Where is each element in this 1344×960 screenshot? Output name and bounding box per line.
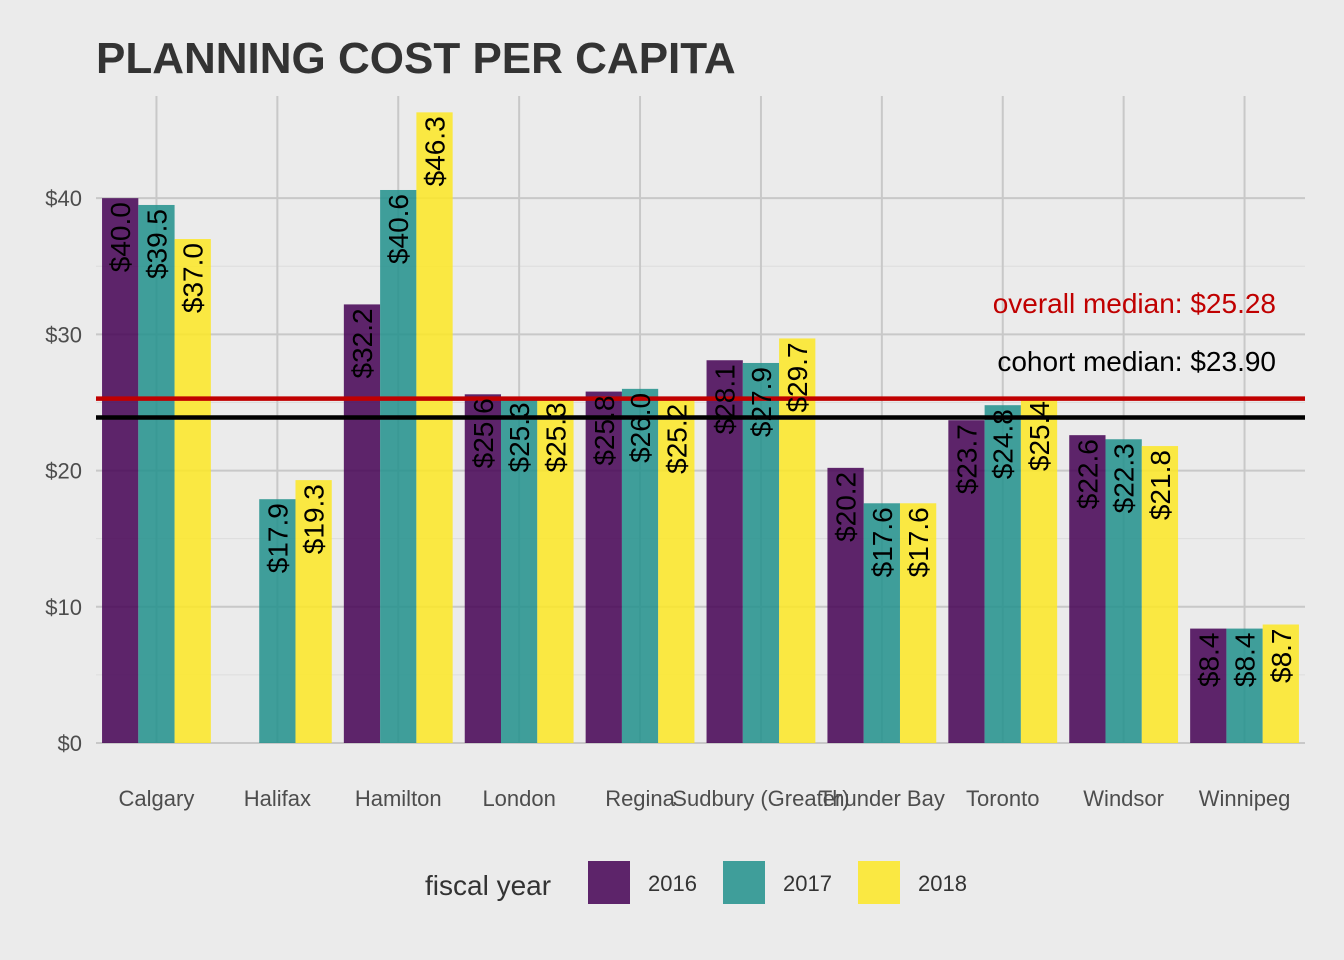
bar-value-label-winnipeg-2016: $8.4 xyxy=(1193,633,1224,688)
x-tick-label-london: London xyxy=(482,786,555,811)
x-tick-label-sudbury-greater: Sudbury (Greater) xyxy=(672,786,849,811)
legend-label-2017: 2017 xyxy=(783,871,832,896)
bar-winnipeg-2018 xyxy=(1262,624,1299,743)
bar-value-label-windsor-2017: $22.3 xyxy=(1109,443,1140,513)
bar-value-label-sudbury-greater-2016: $28.1 xyxy=(710,364,741,434)
bar-hamilton-2017 xyxy=(380,189,417,744)
bar-value-label-hamilton-2017: $40.6 xyxy=(383,194,414,264)
bar-value-label-hamilton-2016: $32.2 xyxy=(347,308,378,378)
bar-thunder-bay-2017 xyxy=(863,503,900,743)
bar-value-label-regina-2017: $26.0 xyxy=(625,393,656,463)
bar-winnipeg-2017 xyxy=(1226,628,1263,743)
bar-regina-2018 xyxy=(658,399,695,743)
bar-value-label-toronto-2018: $25.4 xyxy=(1024,401,1055,471)
x-tick-label-windsor: Windsor xyxy=(1083,786,1164,811)
bar-value-label-london-2016: $25.6 xyxy=(468,398,499,468)
x-tick-label-halifax: Halifax xyxy=(244,786,311,811)
bar-sudbury-greater-2018 xyxy=(779,338,816,743)
bar-value-labels: $40.0 $32.2 $25.6 $25.8 $28.1 $20.2 $23.7 $22.6… xyxy=(105,116,1297,687)
y-tick-label: $10 xyxy=(45,595,82,620)
bar-value-label-winnipeg-2017: $8.4 xyxy=(1230,633,1261,688)
x-tick-label-hamilton: Hamilton xyxy=(355,786,442,811)
legend-label-2018: 2018 xyxy=(918,871,967,896)
bar-sudbury-greater-2017 xyxy=(742,362,780,743)
bar-value-label-halifax-2018: $19.3 xyxy=(299,484,330,554)
y-tick-label: $0 xyxy=(58,731,82,756)
bar-value-label-thunder-bay-2016: $20.2 xyxy=(831,472,862,542)
bar-value-label-sudbury-greater-2017: $27.9 xyxy=(746,367,777,437)
bar-value-label-calgary-2016: $40.0 xyxy=(105,202,136,272)
y-tick-label: $30 xyxy=(45,322,82,347)
bar-windsor-2016 xyxy=(1069,435,1106,743)
bar-halifax-2017 xyxy=(259,499,296,743)
bar-value-label-halifax-2017: $17.9 xyxy=(262,503,293,573)
legend: fiscal year 2016 2017 2018 xyxy=(425,861,967,904)
y-tick-label: $40 xyxy=(45,186,82,211)
x-tick-label-winnipeg: Winnipeg xyxy=(1199,786,1291,811)
x-tick-label-toronto: Toronto xyxy=(966,786,1039,811)
bar-toronto-2017 xyxy=(984,405,1021,743)
legend-swatch-2017 xyxy=(723,861,765,904)
bar-toronto-2016 xyxy=(948,420,985,743)
bar-value-label-winnipeg-2018: $8.7 xyxy=(1266,628,1297,683)
bar-value-label-toronto-2016: $23.7 xyxy=(951,424,982,494)
bar-thunder-bay-2018 xyxy=(899,503,937,743)
bar-windsor-2017 xyxy=(1105,439,1142,743)
axis-tick-labels: $0 $10 $20 $30 $40 Calgary Halifax Hamilton Lond… xyxy=(45,186,1290,811)
legend-swatch-2016 xyxy=(588,861,630,904)
bar-value-label-regina-2018: $25.2 xyxy=(661,404,692,474)
overall-median-label: overall median: $25.28 xyxy=(993,288,1276,319)
bar-london-2017 xyxy=(501,398,538,743)
bar-value-label-london-2017: $25.3 xyxy=(504,402,535,472)
bar-toronto-2018 xyxy=(1020,397,1058,743)
bar-hamilton-2018 xyxy=(416,112,453,743)
bar-value-label-london-2018: $25.3 xyxy=(540,402,571,472)
bar-value-label-windsor-2018: $21.8 xyxy=(1145,450,1176,520)
bar-regina-2017 xyxy=(621,388,659,743)
bar-value-label-thunder-bay-2018: $17.6 xyxy=(903,507,934,577)
bar-calgary-2017 xyxy=(138,204,175,744)
bar-value-label-calgary-2018: $37.0 xyxy=(178,243,209,313)
bar-windsor-2018 xyxy=(1141,446,1179,743)
bar-sudbury-greater-2016 xyxy=(706,360,743,743)
bar-value-label-thunder-bay-2017: $17.6 xyxy=(867,507,898,577)
bars xyxy=(102,112,1299,744)
bar-hamilton-2016 xyxy=(343,304,381,743)
x-tick-label-regina: Regina xyxy=(605,786,675,811)
bar-value-label-regina-2016: $25.8 xyxy=(589,396,620,466)
bar-value-label-sudbury-greater-2018: $29.7 xyxy=(782,342,813,412)
bar-value-label-calgary-2017: $39.5 xyxy=(141,209,172,279)
x-tick-label-thunder-bay: Thunder Bay xyxy=(819,786,945,811)
y-tick-label: $20 xyxy=(45,459,82,484)
cohort-median-label: cohort median: $23.90 xyxy=(997,346,1276,377)
legend-swatch-2018 xyxy=(858,861,900,904)
reference-lines xyxy=(96,396,1305,420)
bar-london-2018 xyxy=(537,398,574,743)
bar-value-label-windsor-2016: $22.6 xyxy=(1072,439,1103,509)
bar-thunder-bay-2016 xyxy=(827,467,864,743)
bar-calgary-2018 xyxy=(174,239,211,743)
bar-london-2016 xyxy=(464,394,502,743)
bar-calgary-2016 xyxy=(102,198,139,743)
legend-label-2016: 2016 xyxy=(648,871,697,896)
bar-regina-2016 xyxy=(585,391,622,743)
bar-winnipeg-2016 xyxy=(1190,628,1227,743)
chart-title: PLANNING COST PER CAPITA xyxy=(96,34,736,83)
legend-title: fiscal year xyxy=(425,870,551,901)
x-tick-label-calgary: Calgary xyxy=(119,786,195,811)
bar-halifax-2018 xyxy=(295,480,332,743)
bar-value-label-hamilton-2018: $46.3 xyxy=(420,116,451,186)
bar-value-label-toronto-2017: $24.8 xyxy=(988,409,1019,479)
